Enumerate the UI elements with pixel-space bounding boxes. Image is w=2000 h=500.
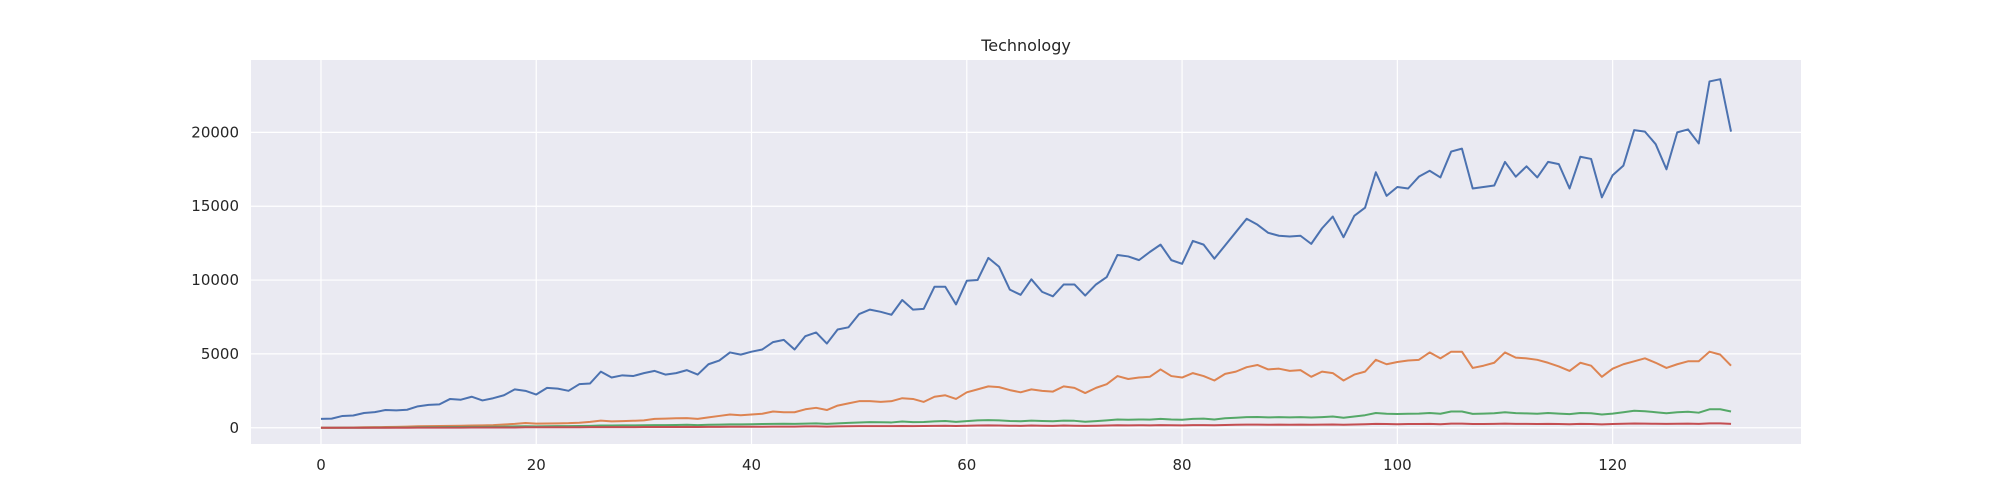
series-line-1 xyxy=(320,78,1733,420)
y-tick-label: 0 xyxy=(229,419,239,437)
x-tick-label: 120 xyxy=(1598,456,1627,474)
x-tick-label: 100 xyxy=(1383,456,1412,474)
chart-title: Technology xyxy=(980,36,1071,55)
x-axis-ticks: 0 20 40 60 80 100 120 xyxy=(316,456,1627,474)
series-line-3 xyxy=(320,408,1732,429)
series-line-2 xyxy=(320,350,1732,429)
x-tick-label: 20 xyxy=(527,456,546,474)
y-tick-label: 10000 xyxy=(191,271,239,289)
grid-lines xyxy=(251,60,1801,444)
y-axis-ticks: 0 5000 10000 15000 20000 xyxy=(191,123,239,436)
series-line-4 xyxy=(320,422,1732,429)
x-tick-label: 0 xyxy=(316,456,326,474)
plot-background xyxy=(251,60,1801,444)
y-tick-label: 15000 xyxy=(191,197,239,215)
x-tick-label: 40 xyxy=(742,456,761,474)
x-tick-label: 80 xyxy=(1173,456,1192,474)
y-tick-label: 20000 xyxy=(191,123,239,141)
x-tick-label: 60 xyxy=(957,456,976,474)
y-tick-label: 5000 xyxy=(201,345,239,363)
series-layer xyxy=(320,78,1733,429)
